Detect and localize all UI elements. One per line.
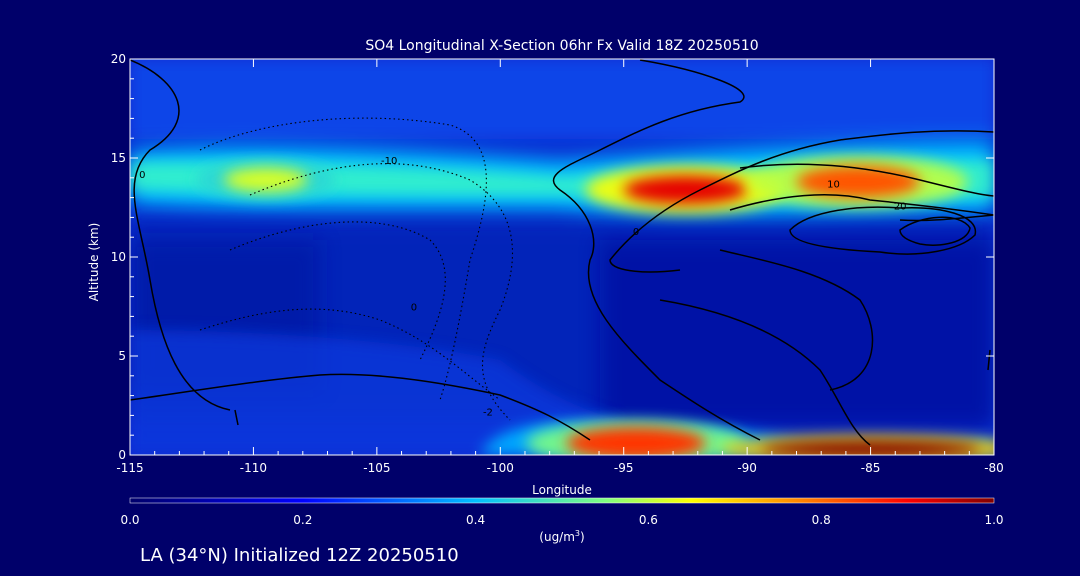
x-tick-label: -90 <box>737 461 757 475</box>
x-tick-label: -85 <box>861 461 881 475</box>
y-tick-label: 5 <box>118 349 126 363</box>
plume-core-2 <box>623 175 748 204</box>
contour-line-mid-east <box>609 130 994 273</box>
chart-title: SO4 Longitudinal X-Section 06hr Fx Valid… <box>365 38 758 54</box>
colorbar-units-superscript: 3 <box>575 529 580 538</box>
contour-line-core <box>899 216 971 246</box>
colorbar-units-close: ) <box>580 530 585 544</box>
colorbar-ticks: 0.0 0.2 0.4 0.6 0.8 1.0 <box>120 513 1003 527</box>
contour-label: -2 <box>483 407 493 418</box>
colorbar-units: (ug/m3) <box>539 529 584 544</box>
colorbar-tick-label: 0.8 <box>812 513 831 527</box>
contour-line-lower <box>130 373 591 441</box>
contour-label-group: 0 -10 0 10 20 -2 0 <box>139 156 906 418</box>
dotted-contour-a <box>199 117 487 401</box>
y-axis: 0 5 10 15 20 <box>111 52 994 462</box>
field-upper-layer <box>130 59 994 139</box>
y-tick-label: 10 <box>111 250 126 264</box>
x-axis-label: Longitude <box>532 483 592 497</box>
x-tick-label: -80 <box>984 461 1004 475</box>
x-tick-label: -95 <box>614 461 634 475</box>
plume-core-4 <box>566 427 707 455</box>
contour-label: 0 <box>633 227 639 238</box>
contour-line-inner <box>789 206 977 255</box>
colorbar <box>129 497 995 504</box>
y-tick-label: 20 <box>111 52 126 66</box>
x-tick-label: -115 <box>116 461 143 475</box>
plume-core-1 <box>223 167 308 192</box>
colorbar-tick-label: 0.6 <box>639 513 658 527</box>
colorbar-tick-label: 0.4 <box>466 513 485 527</box>
contour-label: -10 <box>381 156 397 167</box>
dotted-contour-c <box>229 221 446 361</box>
contour-label: 0 <box>139 170 145 181</box>
contour-label: 0 <box>411 302 417 313</box>
contour-line-west-tick <box>234 409 239 426</box>
colorbar-units-open: (ug/m <box>539 530 575 544</box>
contour-lines <box>130 59 994 446</box>
contour-line-twenty <box>729 194 994 222</box>
contour-line-east-lower <box>659 299 871 446</box>
y-tick-label: 0 <box>118 448 126 462</box>
colorbar-tick-label: 1.0 <box>984 513 1003 527</box>
contour-line-ten <box>739 163 994 197</box>
concentration-field <box>130 59 994 455</box>
x-tick-label: -105 <box>363 461 390 475</box>
field-lower-west <box>130 330 620 455</box>
plume-core-3 <box>796 165 921 198</box>
colorbar-tick-label: 0.0 <box>120 513 139 527</box>
contour-line-zero <box>552 59 761 441</box>
x-tick-label: -100 <box>487 461 514 475</box>
dotted-contours <box>199 117 514 421</box>
contour-line-west <box>130 59 231 411</box>
y-axis-label: Altitude (km) <box>87 223 101 302</box>
contour-line-east-descent <box>719 249 874 391</box>
colorbar-tick-label: 0.2 <box>293 513 312 527</box>
footer-location: LA (34°N) Initialized 12Z 20250510 <box>140 545 459 566</box>
contour-line-edge-tick <box>987 349 991 371</box>
field-mid-east <box>600 240 994 430</box>
contour-label: 10 <box>827 180 840 191</box>
contour-label: 20 <box>894 201 907 212</box>
x-axis: -115 -110 -105 -100 -95 -90 -85 -80 <box>116 59 1004 475</box>
x-tick-label: -110 <box>240 461 267 475</box>
y-tick-label: 15 <box>111 151 126 165</box>
